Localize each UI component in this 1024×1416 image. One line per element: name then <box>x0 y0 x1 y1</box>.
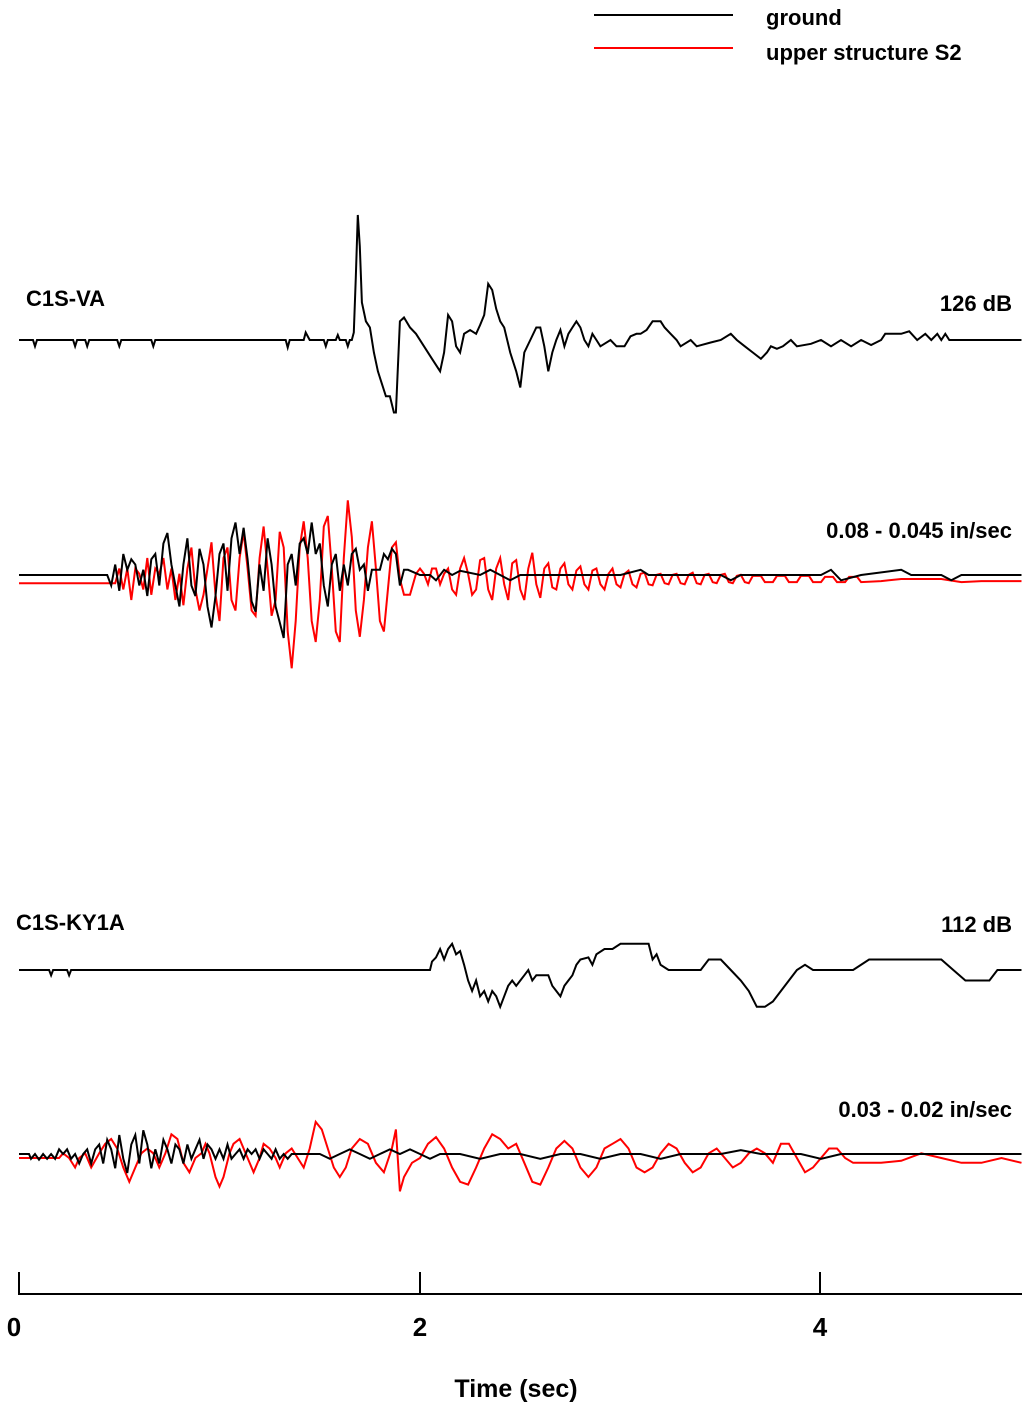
x-axis-title: Time (sec) <box>454 1375 577 1403</box>
trace-c1s-va-ground-db <box>19 214 1022 414</box>
trace-c1s-ky1a-upper-structure <box>19 1119 1022 1192</box>
trace-c1s-ky1a-ground-velocity <box>19 1130 1022 1174</box>
trace-c1s-ky1a-ground-db <box>19 941 1022 1010</box>
trace-c1s-va-ground-velocity <box>19 522 1022 639</box>
station-label-c1s-ky1a: C1S-KY1A <box>16 910 125 935</box>
station-label-c1s-va: C1S-VA <box>26 286 105 311</box>
trace-label-c1s-va-db: 126 dB <box>940 291 1012 316</box>
trace-label-c1s-ky1a-db: 112 dB <box>941 912 1012 937</box>
x-tick-label-2: 2 <box>413 1312 427 1342</box>
x-tick-label-0: 0 <box>7 1312 21 1342</box>
legend-label-upper-structure: upper structure S2 <box>766 40 962 65</box>
trace-label-c1s-ky1a-velocity: 0.03 - 0.02 in/sec <box>838 1097 1012 1122</box>
trace-label-c1s-va-velocity: 0.08 - 0.045 in/sec <box>826 518 1012 543</box>
legend-label-ground: ground <box>766 5 842 30</box>
x-tick-label-4: 4 <box>813 1312 828 1342</box>
legend: ground upper structure S2 <box>594 5 962 65</box>
traces <box>19 214 1022 1192</box>
x-axis: 0 2 4 Time (sec) <box>7 1272 1022 1403</box>
